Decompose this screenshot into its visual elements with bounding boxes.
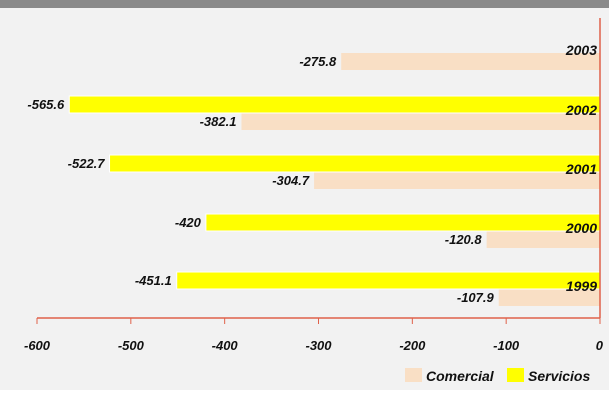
- bar-comercial-2003: [341, 53, 600, 70]
- data-label-comercial-2000: -120.8: [445, 232, 483, 247]
- data-label-servicios-2002: -565.6: [27, 97, 65, 112]
- bar-servicios-2002: [68, 95, 601, 114]
- bar-comercial-2000: [486, 231, 600, 248]
- category-label-2002: 2002: [565, 102, 597, 118]
- axis-layer: -600 -500 -400 -300 -200 -100 0: [24, 18, 604, 353]
- bar-servicios-2001: [109, 154, 601, 173]
- bar-comercial-2002: [241, 113, 600, 130]
- x-tick-label: -400: [212, 338, 239, 353]
- bar-comercial-1999: [498, 289, 600, 306]
- category-label-2001: 2001: [565, 161, 597, 177]
- x-tick-label: -100: [493, 338, 520, 353]
- bar-servicios-1999: [176, 271, 601, 290]
- top-rule: [0, 0, 609, 8]
- legend: Comercial Servicios: [405, 368, 590, 384]
- bar-comercial-2001: [314, 172, 600, 189]
- data-label-comercial-1999: -107.9: [457, 290, 495, 305]
- bar-servicios-2000: [205, 213, 601, 232]
- data-label-comercial-2003: -275.8: [299, 54, 337, 69]
- data-label-servicios-1999: -451.1: [135, 273, 172, 288]
- data-label-comercial-2001: -304.7: [272, 173, 310, 188]
- legend-label-comercial: Comercial: [426, 368, 495, 384]
- labels-layer: -275.8 2003 -382.1 -565.6 2002 -304.7 -522.7 20…: [27, 42, 597, 305]
- legend-swatch-comercial: [405, 368, 422, 382]
- category-label-1999: 1999: [566, 278, 597, 294]
- legend-swatch-servicios: [507, 368, 524, 382]
- data-label-servicios-2000: -420: [175, 215, 202, 230]
- legend-label-servicios: Servicios: [528, 368, 590, 384]
- x-tick-label: -200: [399, 338, 426, 353]
- bars-layer: [68, 53, 601, 306]
- x-tick-label: -600: [24, 338, 51, 353]
- category-label-2000: 2000: [565, 220, 597, 236]
- data-label-servicios-2001: -522.7: [68, 156, 106, 171]
- data-label-comercial-2002: -382.1: [200, 114, 237, 129]
- x-tick-label: 0: [596, 338, 604, 353]
- x-tick-label: -300: [305, 338, 332, 353]
- x-tick-label: -500: [118, 338, 145, 353]
- category-label-2003: 2003: [565, 42, 597, 58]
